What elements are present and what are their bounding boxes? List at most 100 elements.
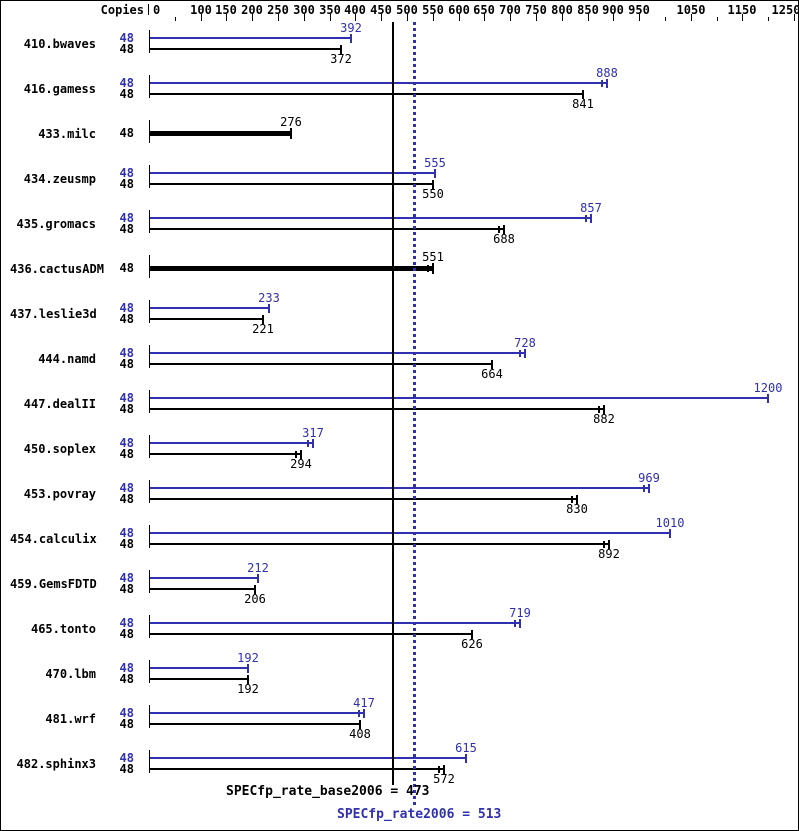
axis-tick-label: 1150: [727, 3, 757, 17]
result-bar: [150, 183, 433, 185]
peak-rate-summary: SPECfp_rate2006 = 513: [337, 807, 502, 822]
bar-range-tick: [307, 440, 309, 447]
group-axis-segment: [149, 435, 150, 458]
base-value-label: 830: [566, 502, 588, 516]
copies-value-base: 48: [119, 402, 134, 416]
axis-tick: [536, 14, 537, 21]
copies-axis-label: Copies: [100, 3, 144, 17]
bar-range-tick: [598, 406, 600, 413]
bar-range-tick: [295, 451, 297, 458]
bar-end-cap: [576, 495, 578, 504]
group-axis-segment: [149, 345, 150, 368]
base-only-bar: [150, 266, 433, 271]
result-bar: [150, 48, 341, 50]
bar-end-cap: [363, 709, 365, 718]
result-bar: [150, 498, 577, 500]
base-value-label: 276: [280, 115, 302, 129]
axis-tick-label: 850: [577, 3, 599, 17]
group-axis-segment: [149, 300, 150, 323]
copies-value-base: 48: [119, 261, 134, 275]
copies-value-peak: 48: [119, 76, 134, 90]
bar-end-cap: [519, 619, 521, 628]
benchmark-label: 454.calculix: [10, 532, 97, 546]
copies-value-base: 48: [119, 42, 134, 56]
axis-tick-label: 100: [190, 3, 212, 17]
result-bar: [150, 723, 360, 725]
benchmark-label: 459.GemsFDTD: [10, 577, 97, 591]
copies-value-peak: 48: [119, 391, 134, 405]
copies-value-peak: 48: [119, 616, 134, 630]
result-bar: [150, 363, 492, 365]
base-value-label: 372: [330, 52, 352, 66]
axis-tick-0: [148, 4, 149, 15]
base-value-label: 572: [433, 772, 455, 786]
peak-value-label: 615: [455, 741, 477, 755]
peak-rate-line: [413, 22, 416, 807]
bar-end-cap: [603, 405, 605, 414]
result-bar: [150, 768, 444, 770]
copies-value-peak: 48: [119, 571, 134, 585]
axis-tick: [562, 14, 563, 21]
benchmark-label: 447.dealII: [23, 397, 96, 411]
copies-value-base: 48: [119, 492, 134, 506]
peak-value-label: 1010: [655, 516, 685, 530]
axis-tick-label: 250: [267, 3, 289, 17]
bar-end-cap: [582, 90, 584, 99]
axis-tick: [201, 14, 202, 21]
copies-value-base: 48: [119, 627, 134, 641]
benchmark-label: 437.leslie3d: [10, 307, 97, 321]
bar-end-cap: [524, 349, 526, 358]
group-axis-segment: [149, 165, 150, 188]
axis-tick: [588, 14, 589, 21]
group-axis-segment: [149, 75, 150, 98]
benchmark-label: 482.sphinx3: [16, 757, 96, 771]
bar-end-cap: [312, 439, 314, 448]
axis-minor-tick: [665, 17, 666, 21]
benchmark-label: 433.milc: [38, 127, 96, 141]
result-bar: [150, 442, 313, 444]
base-value-label: 550: [422, 187, 444, 201]
bar-end-cap: [491, 360, 493, 369]
base-value-label: 221: [252, 322, 274, 336]
axis-tick-label: 1050: [676, 3, 706, 17]
copies-value-peak: 48: [119, 706, 134, 720]
bar-end-cap: [606, 79, 608, 88]
bar-end-cap: [590, 214, 592, 223]
base-value-label: 192: [237, 682, 259, 696]
base-value-label: 206: [244, 592, 266, 606]
bar-range-tick: [601, 80, 603, 87]
bar-end-cap: [262, 315, 264, 324]
peak-value-label: 417: [353, 696, 375, 710]
group-axis-segment: [149, 480, 150, 503]
copies-value-base: 48: [119, 762, 134, 776]
result-bar: [150, 82, 607, 84]
group-axis-segment: [149, 30, 150, 53]
axis-tick: [639, 14, 640, 21]
bar-end-cap: [257, 574, 259, 583]
result-bar: [150, 318, 263, 320]
benchmark-label: 450.soplex: [23, 442, 96, 456]
bar-end-cap: [432, 180, 434, 189]
base-value-label: 841: [572, 97, 594, 111]
result-bar: [150, 757, 466, 759]
copies-value-peak: 48: [119, 751, 134, 765]
result-bar: [150, 37, 351, 39]
bar-range-tick: [358, 710, 360, 717]
result-bar: [150, 667, 248, 669]
base-value-label: 664: [481, 367, 503, 381]
axis-tick-label: 600: [448, 3, 470, 17]
axis-tick-label: 200: [241, 3, 263, 17]
result-bar: [150, 352, 525, 354]
copies-value-peak: 48: [119, 31, 134, 45]
peak-value-label: 555: [424, 156, 446, 170]
axis-tick: [278, 14, 279, 21]
axis-tick-label: 1250: [771, 3, 799, 17]
result-bar: [150, 307, 269, 309]
axis-minor-tick: [175, 17, 176, 21]
result-bar: [150, 678, 248, 680]
result-bar: [150, 543, 609, 545]
axis-tick: [252, 14, 253, 21]
bar-range-tick: [498, 226, 500, 233]
bar-range-tick: [585, 215, 587, 222]
